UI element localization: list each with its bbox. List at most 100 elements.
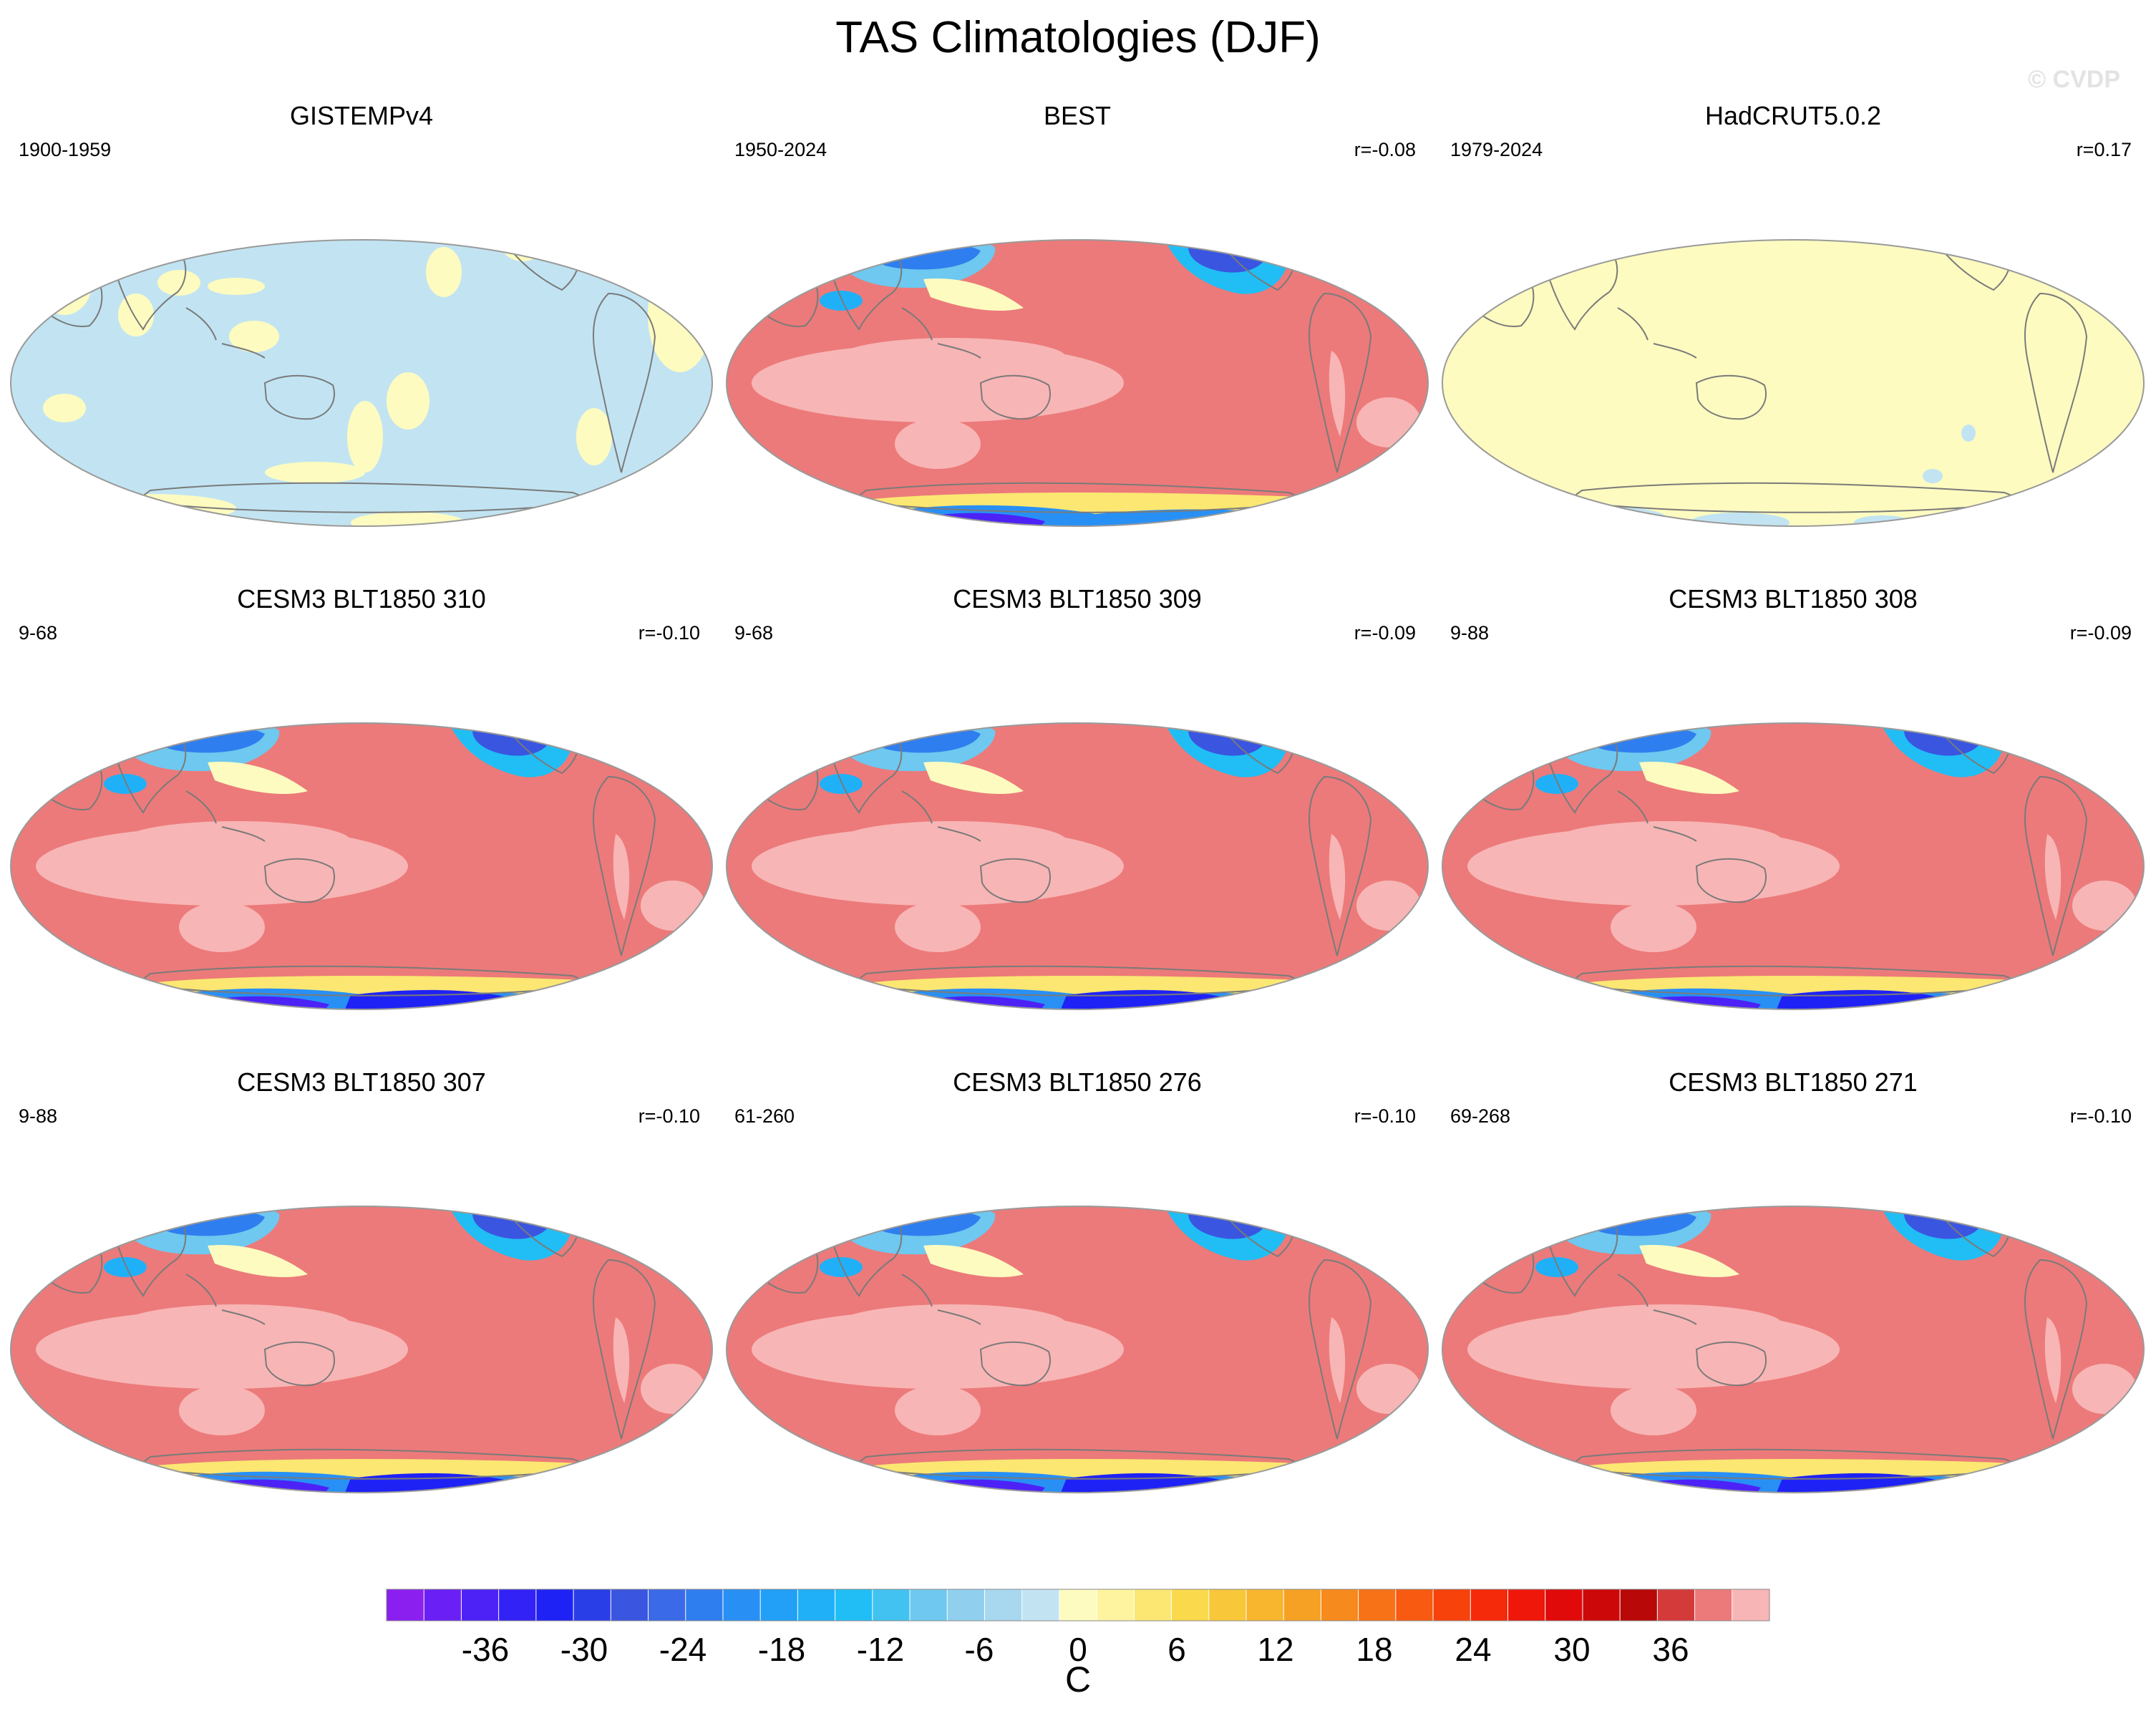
world-map xyxy=(726,1206,1429,1493)
map-panel-cesm3-309: CESM3 BLT1850 309 9-68 r=-0.09 xyxy=(723,583,1432,1042)
colorbar-swatch xyxy=(1545,1589,1583,1621)
map-border xyxy=(726,722,1429,1010)
colorbar-swatch xyxy=(1470,1589,1508,1621)
colorbar-tick-label: -18 xyxy=(758,1631,805,1668)
temperature-field xyxy=(11,240,712,526)
colorbar-swatch xyxy=(722,1589,761,1621)
panel-correlation: r=-0.10 xyxy=(1354,1105,1416,1127)
colorbar-swatch xyxy=(1433,1589,1471,1621)
colorbar-tick-label: -30 xyxy=(560,1631,608,1668)
colorbar-swatch xyxy=(387,1589,424,1621)
colorbar-swatch xyxy=(1395,1589,1434,1621)
colorbar-swatch xyxy=(835,1589,873,1621)
map-border xyxy=(1442,722,2145,1010)
world-map xyxy=(10,239,713,527)
colorbar-swatch xyxy=(611,1589,649,1621)
world-map xyxy=(726,722,1429,1010)
colorbar-tick-label: 18 xyxy=(1356,1631,1392,1668)
colorbar-tick-label: 12 xyxy=(1257,1631,1293,1668)
panel-period: 1900-1959 xyxy=(19,139,112,160)
panel-correlation: r=0.17 xyxy=(2076,139,2132,160)
colorbar-swatch xyxy=(947,1589,985,1621)
colorbar-frame xyxy=(386,1589,1770,1622)
map-panel-cesm3-307: CESM3 BLT1850 307 9-88 r=-0.10 xyxy=(7,1067,716,1525)
panel-period: 1950-2024 xyxy=(734,139,827,160)
panel-correlation: r=-0.10 xyxy=(2069,1105,2132,1127)
panel-title: CESM3 BLT1850 271 xyxy=(1669,1067,1918,1097)
colorbar-swatch xyxy=(1021,1589,1060,1621)
world-map xyxy=(726,239,1429,527)
colorbar-swatch xyxy=(1358,1589,1397,1621)
panel-period: 1979-2024 xyxy=(1450,139,1543,160)
colorbar-swatch xyxy=(1208,1589,1247,1621)
world-map xyxy=(1442,722,2145,1010)
colorbar-swatch xyxy=(1732,1589,1770,1621)
panel-title: CESM3 BLT1850 276 xyxy=(953,1067,1202,1097)
cvdp-watermark: © CVDP xyxy=(2028,66,2120,93)
map-panel-hadcrut: HadCRUT5.0.2 1979-2024 r=0.17 xyxy=(1439,100,2147,558)
panel-title: CESM3 BLT1850 310 xyxy=(237,584,486,614)
panel-correlation: r=-0.10 xyxy=(638,622,700,644)
colorbar-unit: C xyxy=(1064,1659,1092,1700)
colorbar-swatch xyxy=(461,1589,500,1621)
colorbar-swatch xyxy=(1059,1589,1097,1621)
panel-period: 9-88 xyxy=(19,1105,58,1127)
panel-title: CESM3 BLT1850 308 xyxy=(1669,584,1918,614)
panel-correlation: r=-0.10 xyxy=(638,1105,700,1127)
panel-correlation: r=-0.09 xyxy=(2069,622,2132,644)
map-panel-cesm3-310: CESM3 BLT1850 310 9-68 r=-0.10 xyxy=(7,583,716,1042)
map-border xyxy=(726,1206,1429,1493)
colorbar-swatch xyxy=(1657,1589,1696,1621)
colorbar-swatch xyxy=(984,1589,1023,1621)
map-border xyxy=(1442,239,2145,527)
map-border xyxy=(10,722,713,1010)
colorbar-tick-label: 24 xyxy=(1455,1631,1491,1668)
colorbar-swatch xyxy=(1582,1589,1621,1621)
colorbar-swatch xyxy=(1620,1589,1658,1621)
map-panel-gistempv4: GISTEMPv4 1900-1959 xyxy=(7,100,716,558)
world-map xyxy=(10,1206,713,1493)
panel-period: 69-268 xyxy=(1450,1105,1511,1127)
map-border xyxy=(10,239,713,527)
colorbar-swatch xyxy=(1245,1589,1284,1621)
colorbar-swatch xyxy=(648,1589,686,1621)
colorbar-swatch xyxy=(535,1589,574,1621)
colorbar-swatch xyxy=(760,1589,798,1621)
panel-title: CESM3 BLT1850 309 xyxy=(953,584,1202,614)
colorbar-swatch xyxy=(1171,1589,1210,1621)
map-border xyxy=(1442,1206,2145,1493)
map-panel-cesm3-271: CESM3 BLT1850 271 69-268 r=-0.10 xyxy=(1439,1067,2147,1525)
map-border xyxy=(726,239,1429,527)
panel-title: CESM3 BLT1850 307 xyxy=(237,1067,486,1097)
panel-correlation: r=-0.09 xyxy=(1354,622,1416,644)
colorbar-tick-label: -36 xyxy=(462,1631,509,1668)
panel-period: 9-88 xyxy=(1450,622,1490,644)
colorbar-swatch xyxy=(1283,1589,1321,1621)
colorbar-swatch xyxy=(797,1589,836,1621)
panel-title: HadCRUT5.0.2 xyxy=(1704,101,1882,130)
colorbar-swatch xyxy=(1097,1589,1135,1621)
world-map xyxy=(1442,239,2145,527)
colorbar-swatch xyxy=(1321,1589,1359,1621)
panel-period: 61-260 xyxy=(734,1105,795,1127)
colorbar-swatch xyxy=(1694,1589,1733,1621)
colorbar-tick-label: 36 xyxy=(1652,1631,1689,1668)
temperature-field xyxy=(1442,240,2144,526)
colorbar-swatch xyxy=(872,1589,911,1621)
panel-period: 9-68 xyxy=(734,622,774,644)
colorbar-tick-label: 6 xyxy=(1167,1631,1186,1668)
map-panel-cesm3-276: CESM3 BLT1850 276 61-260 r=-0.10 xyxy=(723,1067,1432,1525)
world-map xyxy=(10,722,713,1010)
figure-title: TAS Climatologies (DJF) xyxy=(835,13,1321,62)
colorbar-tick-label: -12 xyxy=(857,1631,904,1668)
panel-period: 9-68 xyxy=(19,622,58,644)
panel-title: GISTEMPv4 xyxy=(289,101,434,130)
colorbar-tick-label: -6 xyxy=(965,1631,994,1668)
colorbar-swatch xyxy=(910,1589,948,1621)
map-panel-cesm3-308: CESM3 BLT1850 308 9-88 r=-0.09 xyxy=(1439,583,2147,1042)
panel-correlation: r=-0.08 xyxy=(1354,139,1416,160)
colorbar-swatch xyxy=(1134,1589,1172,1621)
world-map xyxy=(1442,1206,2145,1493)
colorbar-swatch xyxy=(424,1589,462,1621)
colorbar-swatch xyxy=(685,1589,724,1621)
